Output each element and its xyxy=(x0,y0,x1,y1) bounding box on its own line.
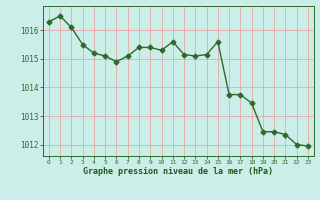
X-axis label: Graphe pression niveau de la mer (hPa): Graphe pression niveau de la mer (hPa) xyxy=(84,167,273,176)
